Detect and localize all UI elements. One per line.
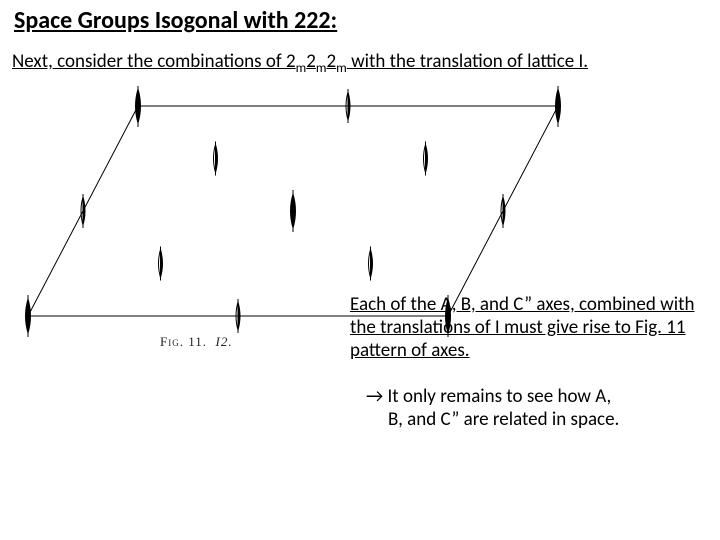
fig-extra: I2. (216, 334, 233, 349)
intro-sub1: m (296, 59, 307, 76)
intro-sub2: m (316, 59, 327, 76)
intro-mid2: 2 (327, 50, 337, 73)
note-remains: → It only remains to see how A, B, and C… (366, 386, 706, 432)
note-axes-combined: Each of the A, B, and C” axes, combined … (350, 294, 702, 362)
figure-caption: Fig. 11. I2. (160, 334, 233, 350)
note2-line2: B, and C” are related in space. (366, 409, 619, 432)
fig-label: Fig. 11. (160, 334, 207, 349)
note2-line1: → It only remains to see how A, (366, 385, 611, 408)
intro-text: Next, consider the combinations of 2m2m2… (12, 50, 588, 76)
slide-title: Space Groups Isogonal with 222: (14, 6, 337, 35)
intro-mid1: 2 (306, 50, 316, 73)
intro-pre: Next, consider the combinations of 2 (12, 50, 296, 73)
intro-sub3: m (336, 59, 347, 76)
intro-post: with the translation of lattice I. (347, 50, 588, 73)
